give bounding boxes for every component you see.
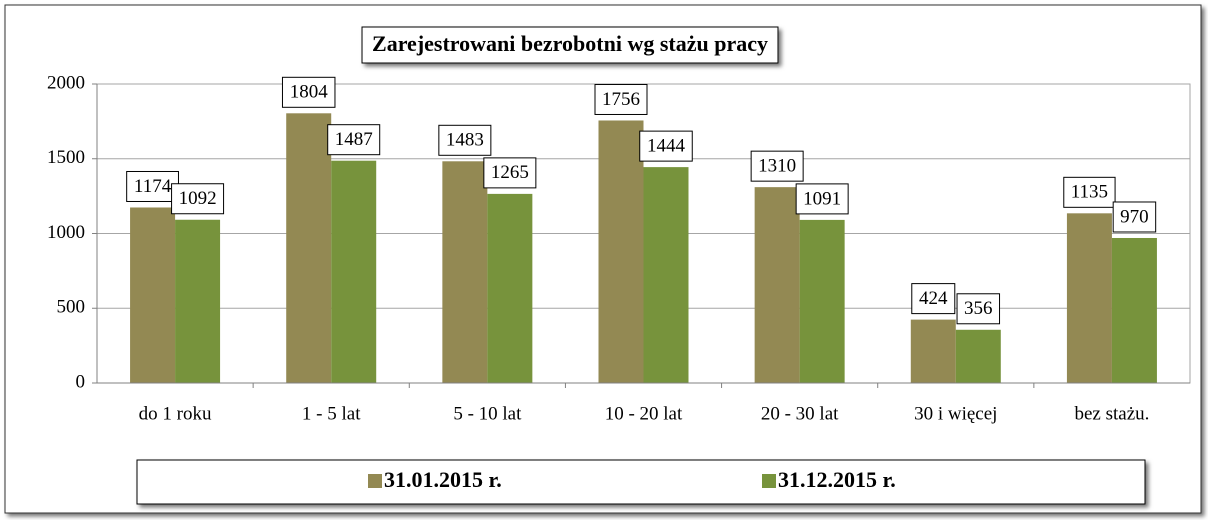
data-label-box [956, 293, 1001, 325]
x-tick-label: bez stażu. [1074, 403, 1149, 424]
bar [754, 187, 800, 383]
bar [442, 161, 488, 383]
data-label: 1444 [647, 135, 686, 156]
bar [1066, 213, 1112, 383]
y-tick-label: 0 [76, 371, 86, 392]
data-label: 1091 [803, 188, 841, 209]
data-label-box [1063, 176, 1116, 208]
data-label-box [281, 76, 336, 108]
data-label: 1804 [290, 82, 329, 103]
data-label: 1756 [602, 89, 640, 110]
data-label: 1174 [134, 176, 172, 197]
data-label: 1310 [758, 156, 796, 177]
data-label-box [483, 157, 537, 189]
y-tick-label: 1000 [47, 222, 85, 243]
x-tick-label: do 1 roku [139, 403, 212, 424]
bar [175, 219, 221, 383]
data-label: 356 [964, 298, 993, 319]
data-label: 424 [919, 288, 948, 309]
bar [910, 319, 956, 383]
data-label: 1487 [335, 129, 373, 150]
data-label-box [438, 124, 492, 156]
legend-swatch [762, 474, 776, 488]
legend-label: 31.01.2015 r. [384, 467, 502, 492]
legend-box [136, 459, 1146, 505]
data-label-box [911, 283, 956, 315]
data-label-box [1112, 201, 1157, 233]
chart-title: Zarejestrowani bezrobotni wg stażu pracy [372, 31, 768, 56]
x-tick-label: 1 - 5 lat [302, 403, 361, 424]
x-tick-label: 10 - 20 lat [605, 403, 683, 424]
y-tick-label: 2000 [47, 72, 85, 93]
data-label: 1092 [179, 188, 217, 209]
data-label-box [171, 183, 225, 215]
bar [286, 113, 332, 383]
data-label-box [795, 183, 849, 215]
bar [1111, 237, 1157, 383]
data-label-box [327, 124, 381, 156]
data-label: 970 [1120, 206, 1149, 227]
legend-swatch [368, 474, 382, 488]
x-tick-label: 5 - 10 lat [453, 403, 522, 424]
bar [598, 120, 644, 383]
y-tick-label: 1500 [47, 147, 85, 168]
data-label-box [750, 150, 804, 182]
bar [955, 329, 1001, 383]
data-label-box [639, 130, 693, 162]
data-label: 1135 [1071, 182, 1108, 203]
x-tick-label: 30 i więcej [914, 403, 997, 424]
data-label-box [126, 170, 179, 202]
bar [331, 160, 377, 383]
legend-label: 31.12.2015 r. [778, 467, 896, 492]
y-tick-label: 500 [57, 297, 86, 318]
x-tick-label: 20 - 30 lat [761, 403, 839, 424]
data-label: 1483 [446, 130, 484, 151]
bar [487, 193, 533, 383]
data-label-box [594, 83, 648, 115]
title-box [361, 26, 779, 64]
bar [643, 167, 689, 383]
bar [799, 219, 845, 383]
bar [130, 207, 176, 383]
data-label: 1265 [491, 162, 529, 183]
